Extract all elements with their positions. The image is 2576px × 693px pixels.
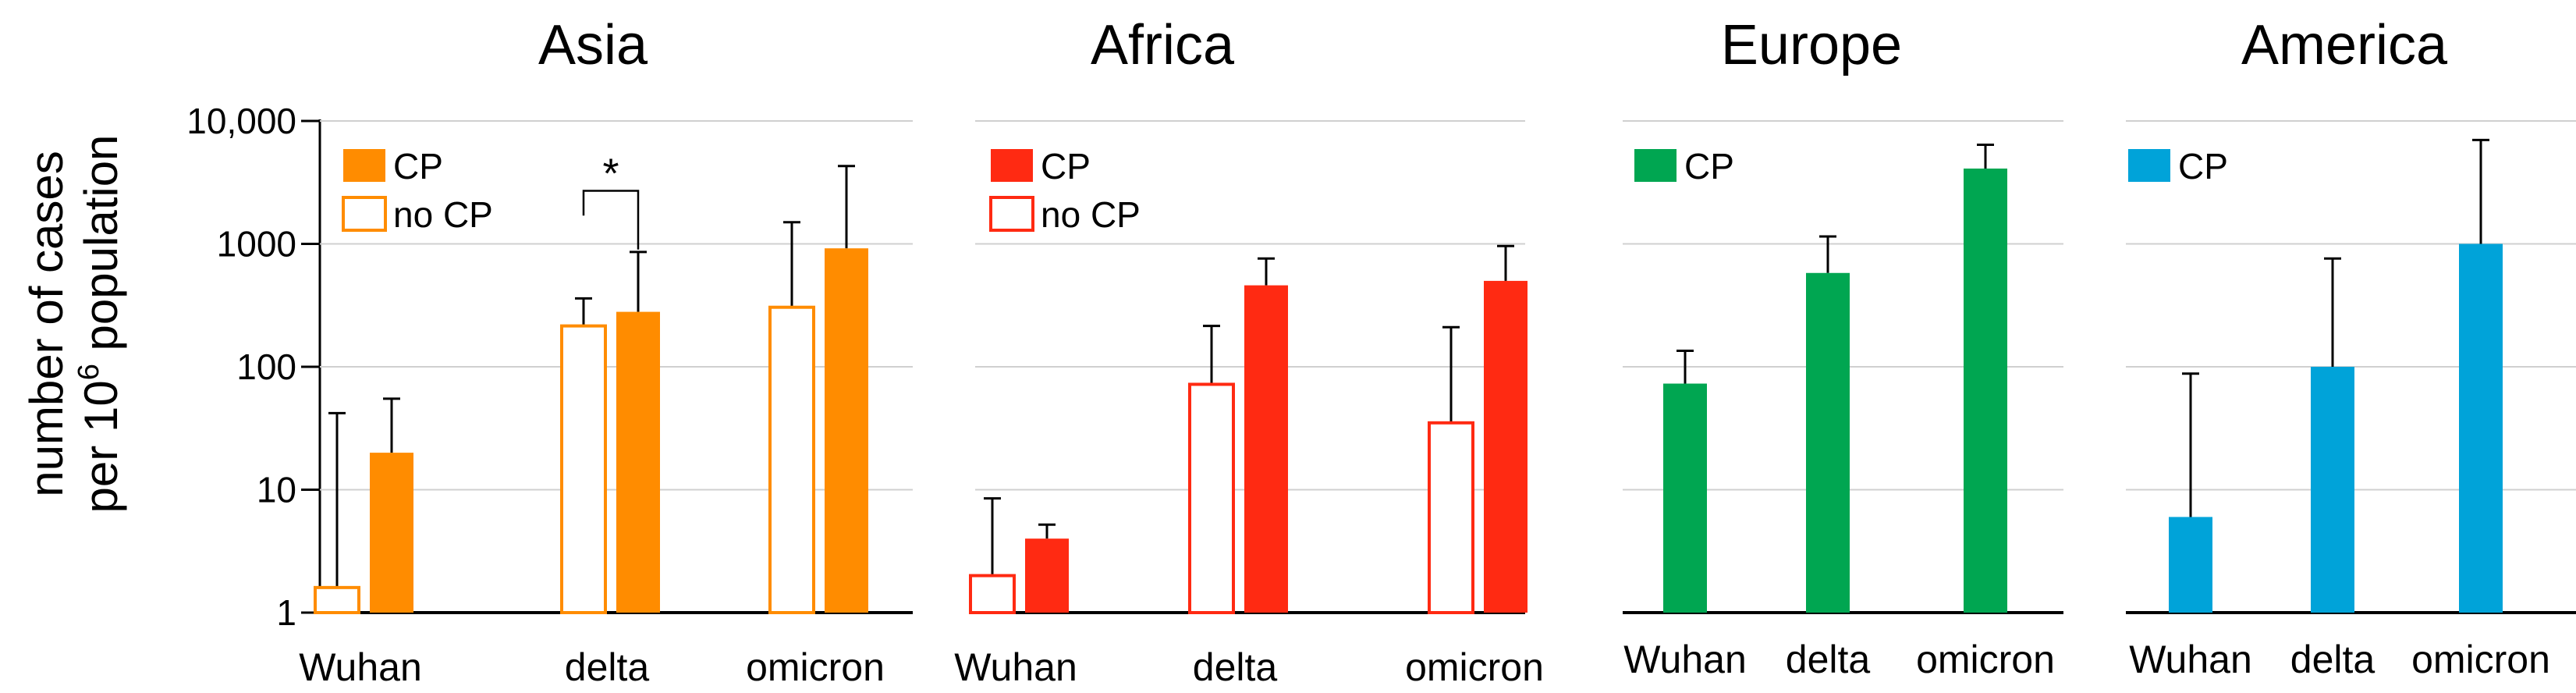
bar-cp <box>1244 285 1288 613</box>
category-label: Wuhan <box>1623 638 1747 681</box>
bar-no-cp <box>314 585 360 614</box>
legend-label: CP <box>393 146 443 187</box>
category-label: Wuhan <box>954 645 1077 689</box>
bar-no-cp <box>969 574 1016 614</box>
panel-america: America Wuhan delta omicron CP <box>2126 14 2576 681</box>
category-label: delta <box>1193 645 1278 689</box>
bar-cp <box>370 453 413 613</box>
legend-swatch-cp <box>1634 149 1677 182</box>
y-tick-label: 10 <box>257 470 296 510</box>
category-label: omicron <box>1405 645 1544 689</box>
category-label: omicron <box>2411 638 2550 681</box>
significance-star: * <box>602 151 619 197</box>
legend-label: no CP <box>1041 194 1141 235</box>
bar-no-cp <box>768 305 815 614</box>
significance-bracket <box>582 190 640 250</box>
category-label: Wuhan <box>2129 638 2252 681</box>
legend-label: no CP <box>393 194 493 235</box>
category-label: omicron <box>746 645 885 689</box>
category-label: Wuhan <box>299 645 422 689</box>
y-axis-label-line1: number of cases <box>20 151 73 497</box>
bar-no-cp <box>1188 382 1235 614</box>
legend-label: CP <box>1041 146 1091 187</box>
panels: 1 10 100 1000 10,000 Asia Wuhan delta omicron CP n… <box>186 14 2576 689</box>
bar-cp <box>1964 168 2007 613</box>
bar-cp <box>1806 272 1850 613</box>
bar-cp <box>2169 517 2212 613</box>
panel-title: Africa <box>1091 14 1235 76</box>
bar-cp <box>616 311 660 613</box>
y-tick-label: 1 <box>276 592 296 633</box>
bar-no-cp <box>1428 421 1474 614</box>
bar-cp <box>825 248 868 613</box>
category-label: delta <box>2290 638 2376 681</box>
bar-cp <box>1025 538 1069 613</box>
y-tick-label: 1000 <box>217 224 296 265</box>
legend-swatch-no-cp <box>342 196 387 232</box>
category-label: omicron <box>1916 638 2055 681</box>
y-axis-label: number of cases per 106 population <box>20 135 127 514</box>
y-axis-label-line2: per 106 population <box>73 135 127 514</box>
legend-swatch-cp <box>2128 149 2170 182</box>
bar-cp <box>2459 243 2503 613</box>
bar-cp <box>1663 383 1707 613</box>
legend-label: CP <box>1684 146 1734 187</box>
legend-swatch-cp <box>343 149 385 182</box>
bar-no-cp <box>560 324 607 614</box>
panel-title: Asia <box>538 14 648 76</box>
y-tick-label: 10,000 <box>186 101 296 141</box>
panel-africa: Africa Wuhan delta omicron CP no CP <box>954 14 1544 689</box>
panel-title: America <box>2241 14 2448 76</box>
panel-asia: Asia Wuhan delta omicron CP no CP * <box>299 14 913 689</box>
legend-swatch-cp <box>991 149 1033 182</box>
panel-title: Europe <box>1721 14 1902 76</box>
bar-cp <box>1484 280 1528 613</box>
y-tick-label: 100 <box>236 346 296 387</box>
category-label: delta <box>1786 638 1871 681</box>
legend-label: CP <box>2178 146 2228 187</box>
legend-swatch-no-cp <box>989 196 1034 232</box>
panel-europe: Europe Wuhan delta omicron CP <box>1623 14 2063 681</box>
bar-cp <box>2311 367 2354 613</box>
category-label: delta <box>565 645 650 689</box>
